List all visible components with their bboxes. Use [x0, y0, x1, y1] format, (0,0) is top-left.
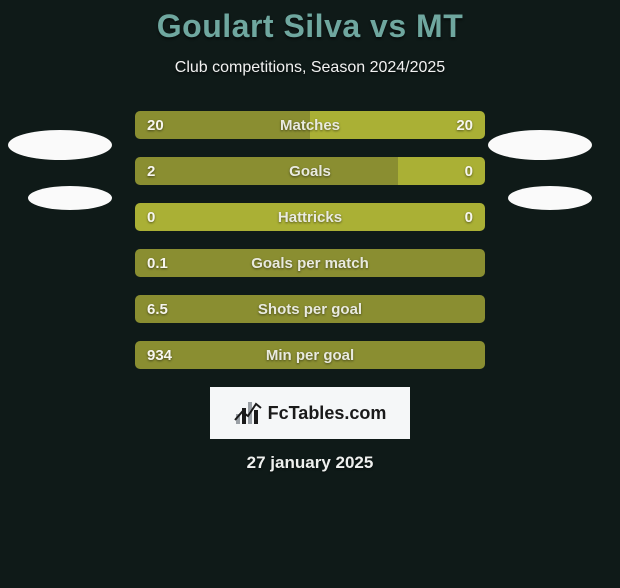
logo-text: FcTables.com: [268, 403, 387, 424]
stat-bar-right: [135, 203, 485, 231]
decorative-ellipse: [8, 130, 112, 160]
decorative-ellipse: [488, 130, 592, 160]
stat-row: 934Min per goal: [135, 341, 485, 369]
stat-row: 0.1Goals per match: [135, 249, 485, 277]
stat-bar-left: [135, 157, 398, 185]
stat-row: 0Hattricks0: [135, 203, 485, 231]
stat-bar-left: [135, 111, 310, 139]
fctables-logo: FcTables.com: [210, 387, 410, 439]
stat-bar-left: [135, 249, 485, 277]
page-subtitle: Club competitions, Season 2024/2025: [0, 59, 620, 77]
decorative-ellipse: [28, 186, 112, 210]
stat-bar-left: [135, 295, 485, 323]
bar-chart-icon: [234, 400, 262, 426]
stat-row: 6.5Shots per goal: [135, 295, 485, 323]
page-title: Goulart Silva vs MT: [0, 8, 620, 45]
footer-date: 27 january 2025: [0, 453, 620, 473]
stat-bar-right: [398, 157, 486, 185]
stat-row: 2Goals0: [135, 157, 485, 185]
stats-block: 20Matches20 2Goals0 0Hattricks0 0.1Goals pe…: [135, 111, 485, 369]
stat-bar-left: [135, 341, 485, 369]
stat-bar-right: [310, 111, 485, 139]
stat-row: 20Matches20: [135, 111, 485, 139]
decorative-ellipse: [508, 186, 592, 210]
